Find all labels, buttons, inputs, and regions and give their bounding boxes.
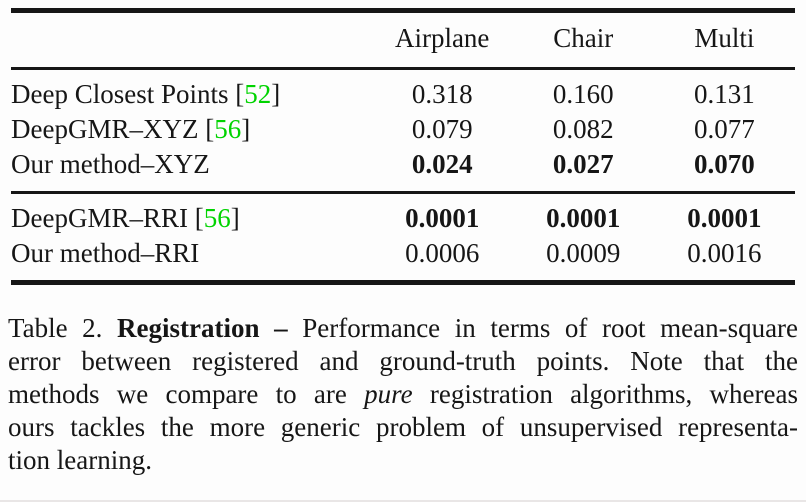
method-label-bracket: ] <box>230 203 240 233</box>
method-label: DeepGMR–XYZ [ <box>11 114 215 144</box>
method-label-cell: DeepGMR–RRI [56] <box>11 193 372 237</box>
method-label-bracket: ] <box>271 79 281 109</box>
table-row-our-method-rri: Our method–RRI 0.0006 0.0009 0.0016 <box>11 236 795 283</box>
caption-text: registration algorithms, whereas <box>429 379 798 409</box>
header-row: Airplane Chair Multi <box>11 11 795 69</box>
caption-line-1: Table 2. Registration – Performance in t… <box>8 312 798 345</box>
method-label: Our method–RRI <box>11 238 200 268</box>
method-label-cell: Deep Closest Points [52] <box>11 69 372 113</box>
caption-text: error between registered and ground-trut… <box>8 346 798 376</box>
caption-line-5: tion learning. <box>8 444 798 477</box>
value-cell-chair: 0.0009 <box>546 238 621 268</box>
method-label-cell: Our method–RRI <box>11 236 372 283</box>
value-cell-airplane: 0.0006 <box>405 238 480 268</box>
citation-link-52[interactable]: 52 <box>244 79 272 109</box>
value-cell-multi: 0.070 <box>694 149 755 179</box>
table-section-rri: DeepGMR–RRI [56] 0.0001 0.0001 0.0001 Ou… <box>11 193 795 283</box>
method-label-cell: DeepGMR–XYZ [56] <box>11 112 372 147</box>
value-cell-multi: 0.131 <box>694 79 755 109</box>
value-cell-multi: 0.0016 <box>687 238 762 268</box>
caption-bold-heading: Registration – <box>117 313 288 343</box>
value-cell-chair: 0.0001 <box>546 203 621 233</box>
method-label: Our method–XYZ <box>11 149 210 179</box>
column-header-airplane: Airplane <box>394 23 490 53</box>
citation-link-56[interactable]: 56 <box>214 114 242 144</box>
table-row-deep-closest-points: Deep Closest Points [52] 0.318 0.160 0.1… <box>11 69 795 113</box>
caption-line-3: methods we compare to are pure registrat… <box>8 378 798 411</box>
caption-text: methods we compare to are <box>8 379 347 409</box>
value-cell-airplane: 0.0001 <box>405 203 480 233</box>
value-cell-chair: 0.027 <box>552 149 614 179</box>
citation-link-56[interactable]: 56 <box>203 203 231 233</box>
value-cell-chair: 0.082 <box>552 114 614 144</box>
caption-line-4: ours tackles the more generic problem of… <box>8 411 798 444</box>
table-row-deepgmr-xyz: DeepGMR–XYZ [56] 0.079 0.082 0.077 <box>11 112 795 147</box>
caption-text: Performance in terms of root mean-square <box>302 313 799 343</box>
column-header-chair: Chair <box>553 23 614 53</box>
table-row-deepgmr-rri: DeepGMR–RRI [56] 0.0001 0.0001 0.0001 <box>11 193 795 237</box>
method-label: DeepGMR–RRI [ <box>11 203 204 233</box>
paper-page: Airplane Chair Multi Deep Closest Points… <box>0 8 806 502</box>
value-cell-multi: 0.077 <box>694 114 755 144</box>
value-cell-multi: 0.0001 <box>687 203 762 233</box>
method-label-cell: Our method–XYZ <box>11 147 372 193</box>
value-cell-chair: 0.160 <box>552 79 614 109</box>
header-empty-cell <box>11 11 372 69</box>
caption-table-number: Table 2. <box>8 313 103 343</box>
table-caption: Table 2. Registration – Performance in t… <box>8 312 798 477</box>
caption-text: tion learning. <box>8 445 152 475</box>
registration-results-table: Airplane Chair Multi Deep Closest Points… <box>11 8 795 285</box>
caption-line-2: error between registered and ground-trut… <box>8 345 798 378</box>
table-row-our-method-xyz: Our method–XYZ 0.024 0.027 0.070 <box>11 147 795 193</box>
table-header: Airplane Chair Multi <box>11 11 795 69</box>
value-cell-airplane: 0.024 <box>411 149 473 179</box>
method-label-bracket: ] <box>241 114 251 144</box>
caption-italic-word: pure <box>364 379 413 409</box>
table-section-xyz: Deep Closest Points [52] 0.318 0.160 0.1… <box>11 69 795 193</box>
method-label: Deep Closest Points [ <box>11 79 245 109</box>
caption-text: ours tackles the more generic problem of… <box>8 412 798 442</box>
value-cell-airplane: 0.079 <box>411 114 473 144</box>
value-cell-airplane: 0.318 <box>411 79 473 109</box>
column-header-multi: Multi <box>694 23 755 53</box>
